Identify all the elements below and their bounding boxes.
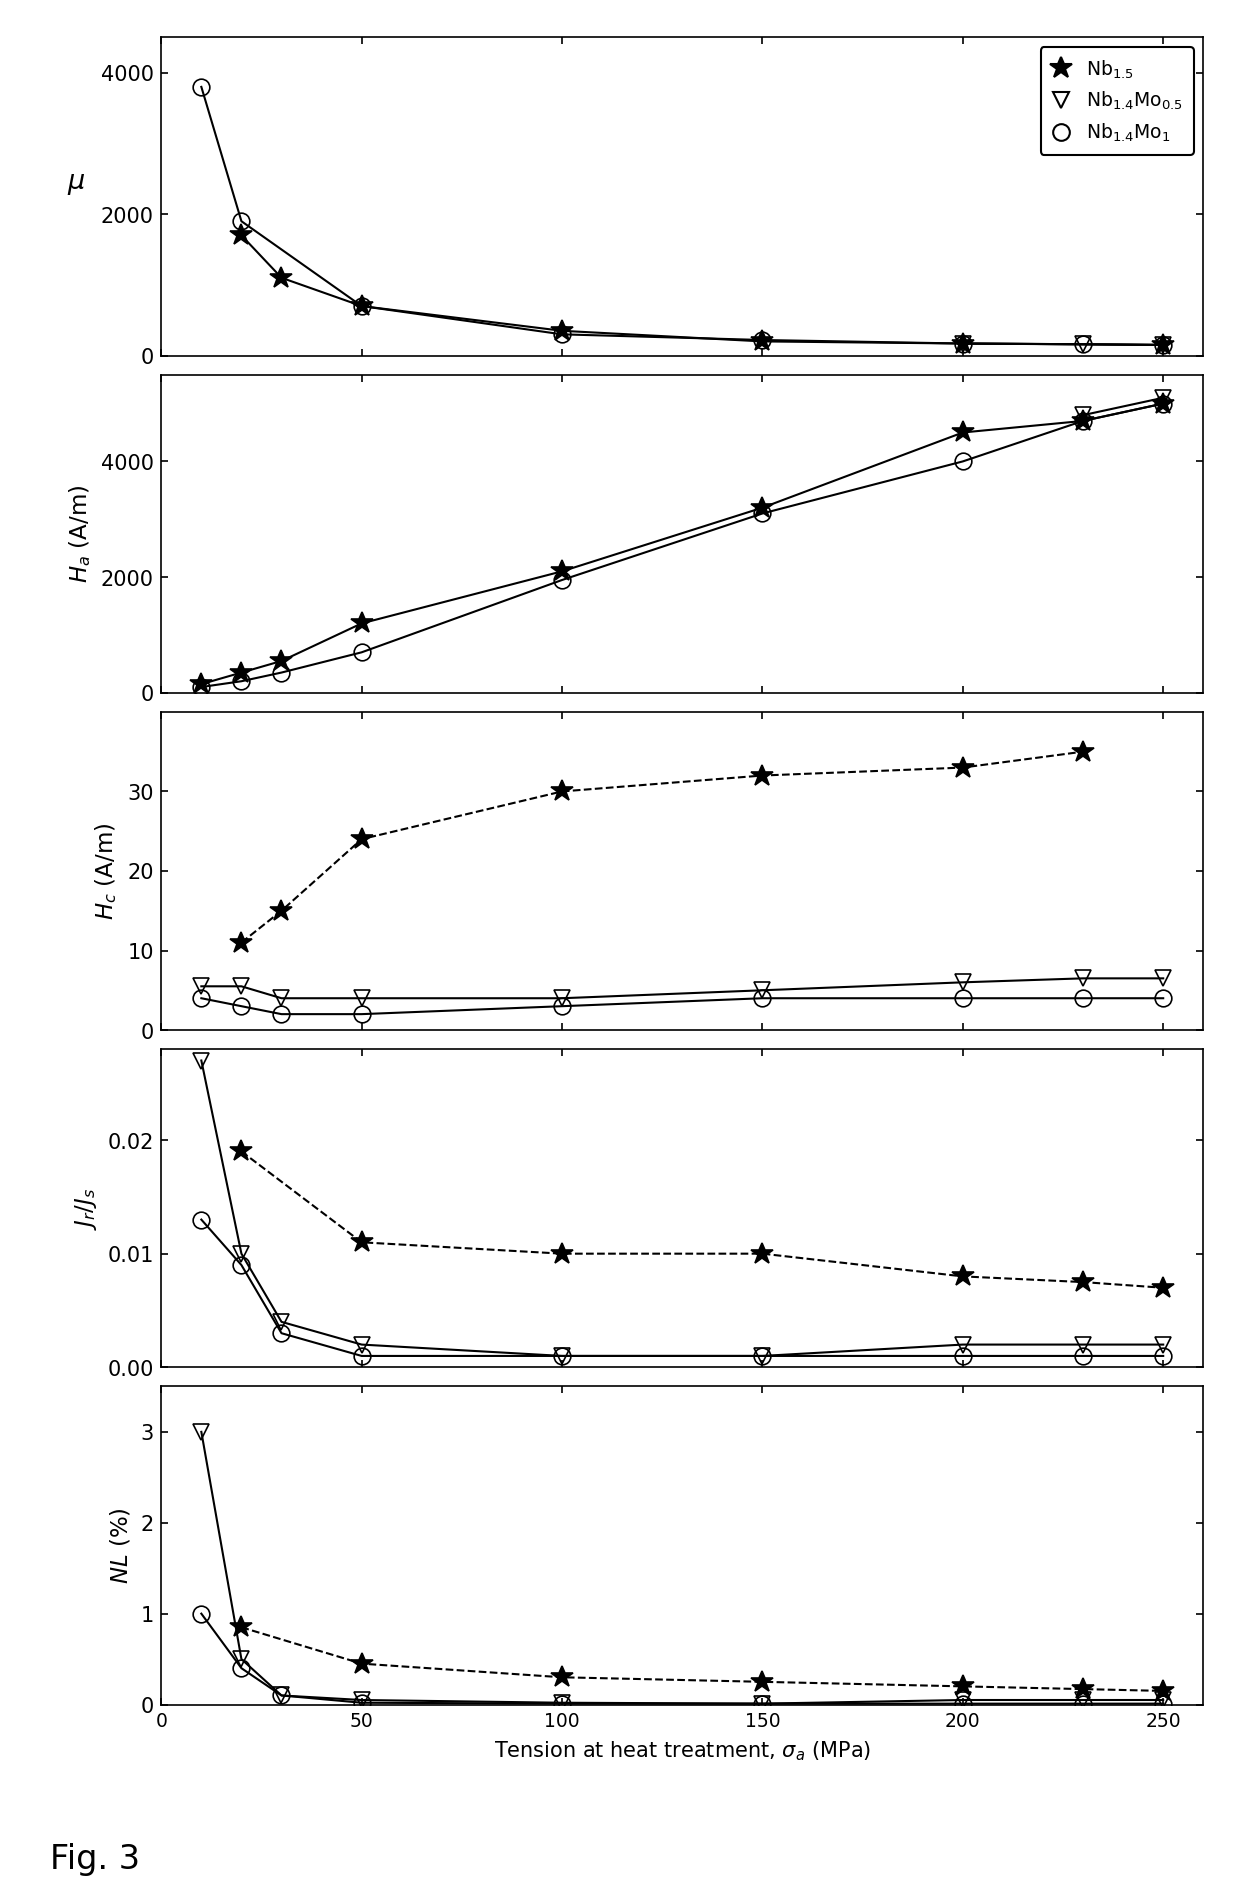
Y-axis label: $H_a$ (A/m): $H_a$ (A/m) (67, 485, 93, 583)
Y-axis label: $NL$ (%): $NL$ (%) (108, 1508, 133, 1583)
Legend: Nb$_{1.5}$, Nb$_{1.4}$Mo$_{0.5}$, Nb$_{1.4}$Mo$_{1}$: Nb$_{1.5}$, Nb$_{1.4}$Mo$_{0.5}$, Nb$_{1… (1040, 47, 1193, 155)
Y-axis label: $J_r/J_s$: $J_r/J_s$ (73, 1188, 99, 1229)
Y-axis label: $\mu$: $\mu$ (67, 170, 86, 197)
Y-axis label: $H_c$ (A/m): $H_c$ (A/m) (93, 822, 119, 920)
X-axis label: Tension at heat treatment, $\sigma_a$ (MPa): Tension at heat treatment, $\sigma_a$ (M… (494, 1739, 870, 1763)
Text: Fig. 3: Fig. 3 (50, 1843, 140, 1875)
